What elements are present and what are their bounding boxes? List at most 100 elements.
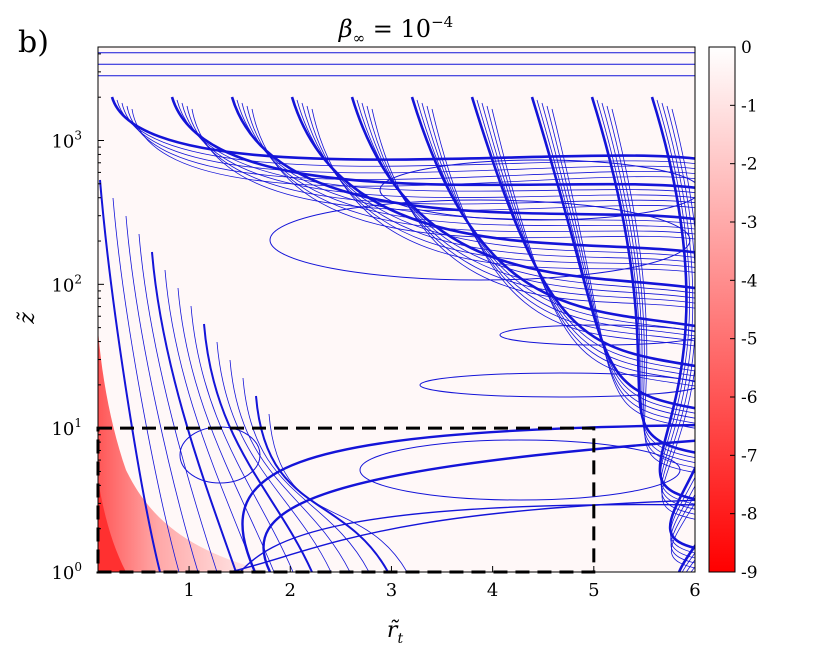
contour-band (350, 96, 695, 290)
colorbar-tick-label: -1 (741, 96, 758, 116)
y-tick-label: 102 (51, 272, 82, 296)
contour-band (668, 465, 695, 550)
colorbar-tick-label: -2 (741, 155, 758, 175)
contour-left (216, 341, 332, 572)
title-sup: −4 (431, 13, 453, 31)
colorbar: 0 -1 -2 -3 -4 -5 -6 -7 -8 -9 (708, 38, 758, 583)
contour-loop (269, 199, 691, 281)
xlabel-sub: t (397, 631, 403, 647)
contour-band (426, 105, 695, 342)
panel-label: b) (18, 25, 49, 60)
contour-band (186, 105, 695, 205)
contour-loop (379, 159, 695, 221)
x-axis-label: r̃t (387, 618, 404, 647)
contour-band (670, 485, 695, 559)
title-base: β (338, 15, 353, 43)
contour-left (190, 305, 294, 572)
contour-band (611, 108, 695, 474)
contour-band (241, 102, 695, 230)
plot-area (97, 46, 815, 621)
contour-left (177, 287, 275, 572)
contour-band (690, 566, 695, 572)
contour-band (670, 502, 695, 569)
lowest-value-region (98, 480, 126, 572)
contour-band (677, 109, 815, 621)
contour-band (470, 96, 695, 368)
y-tick-label: 103 (51, 128, 82, 152)
low-value-region (98, 330, 270, 572)
contour-band (660, 102, 695, 510)
colorbar-tick-label: 0 (741, 38, 752, 58)
contour-left (242, 377, 370, 572)
x-tick-label: 2 (285, 580, 296, 601)
contour-band (170, 96, 695, 190)
title-sub: ∞ (353, 29, 366, 47)
contour-left (268, 413, 408, 572)
colorbar-tick-label: -9 (741, 563, 758, 583)
contour-band (311, 108, 695, 273)
contour-left (229, 359, 351, 572)
colorbar-tick-label: -8 (741, 505, 758, 525)
contour-loop (359, 439, 681, 501)
contour-band (685, 559, 695, 572)
y-axis-label: z̃ (15, 311, 40, 324)
contour-band (181, 102, 695, 199)
contour-band (476, 99, 695, 372)
contour-band (530, 96, 695, 410)
contour-band (486, 105, 695, 382)
xlabel-base: r̃ (387, 618, 400, 643)
contour-band (126, 105, 695, 180)
contour-left (164, 269, 256, 572)
contour-band (536, 99, 695, 414)
title-rel: = 10 (365, 15, 431, 43)
contour-band (421, 102, 695, 337)
y-tick-label: 101 (51, 416, 82, 440)
contour-band (116, 99, 695, 167)
contour-left (112, 197, 180, 572)
contour-band (481, 102, 695, 377)
x-tick-label: 5 (588, 580, 599, 601)
contour-band (176, 99, 695, 194)
x-axis: 1 2 3 4 5 6 (183, 566, 701, 601)
x-tick-label: 4 (487, 580, 498, 601)
x-tick-label: 1 (183, 580, 194, 601)
contour-band (656, 99, 695, 505)
colorbar-tick-label: -7 (741, 446, 758, 466)
y-axis: 100 101 102 103 (51, 53, 104, 584)
x-tick-label: 6 (689, 580, 700, 601)
contour-band (410, 96, 695, 328)
contour-left (99, 179, 161, 572)
y-tick-label: 100 (51, 560, 82, 584)
contour-band (661, 105, 695, 515)
highlight-box (96, 426, 596, 574)
contour-loop (419, 372, 695, 398)
colorbar-scale (708, 46, 736, 573)
colorbar-tick-label: -4 (741, 271, 758, 291)
contour-band (431, 108, 695, 347)
contour-left (125, 215, 199, 572)
contour-band (541, 102, 695, 419)
contour-lines (98, 52, 815, 621)
contour-band (670, 476, 695, 554)
contour-band (491, 108, 695, 387)
contour-band (596, 99, 695, 458)
colorbar-tick-label: -3 (741, 213, 758, 233)
contour-sweep (239, 503, 695, 572)
contour-band (650, 96, 695, 501)
chart-title: β∞ = 10−4 (338, 13, 453, 47)
contour-band (681, 552, 695, 572)
contour-band (551, 108, 695, 429)
colorbar-tick-label: -6 (741, 388, 758, 408)
contour-band (546, 105, 695, 424)
contour-band (371, 108, 695, 309)
contour-band (670, 493, 695, 564)
contour-band (606, 105, 695, 468)
contour-band (366, 105, 695, 304)
contour-left (138, 233, 218, 572)
contour-band (416, 99, 695, 332)
contour-left (203, 323, 313, 572)
contour-loop (499, 324, 695, 346)
contour-sweep (229, 499, 695, 572)
x-tick-label: 3 (386, 580, 397, 601)
